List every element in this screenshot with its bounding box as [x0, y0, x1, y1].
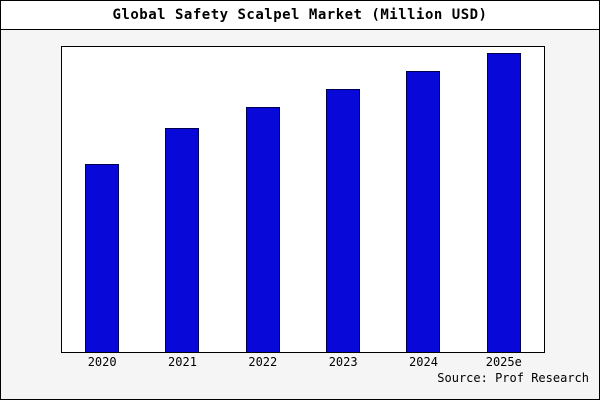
bar-slot — [62, 47, 142, 352]
bar-slot — [223, 47, 303, 352]
x-tick-label-2022: 2022 — [248, 355, 278, 369]
x-tick-label-2020: 2020 — [87, 355, 117, 369]
bar-slot — [303, 47, 383, 352]
chart-title-bar: Global Safety Scalpel Market (Million US… — [1, 1, 599, 30]
bar-series — [62, 47, 544, 352]
chart-title: Global Safety Scalpel Market (Million US… — [112, 7, 488, 23]
x-tick-label-2021: 2021 — [168, 355, 197, 369]
bar-2020 — [85, 163, 120, 352]
source-attribution: Source: Prof Research — [437, 371, 589, 385]
bar-2021 — [165, 127, 200, 352]
x-axis-tick-labels: 2020 2021 2022 2023 2024 2025e — [62, 355, 544, 371]
x-tick-label-2025e: 2025e — [485, 355, 522, 369]
bar-2023 — [326, 88, 361, 352]
plot-area — [61, 46, 545, 353]
bar-slot — [383, 47, 463, 352]
bar-slot — [142, 47, 222, 352]
bar-2025e — [486, 52, 521, 352]
x-tick-label-2023: 2023 — [328, 355, 358, 369]
bar-slot — [464, 47, 544, 352]
bar-2024 — [406, 70, 441, 352]
bar-2022 — [245, 106, 280, 352]
x-tick-label-2024: 2024 — [409, 355, 438, 369]
